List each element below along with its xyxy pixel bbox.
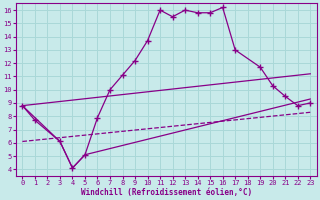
X-axis label: Windchill (Refroidissement éolien,°C): Windchill (Refroidissement éolien,°C)	[81, 188, 252, 197]
